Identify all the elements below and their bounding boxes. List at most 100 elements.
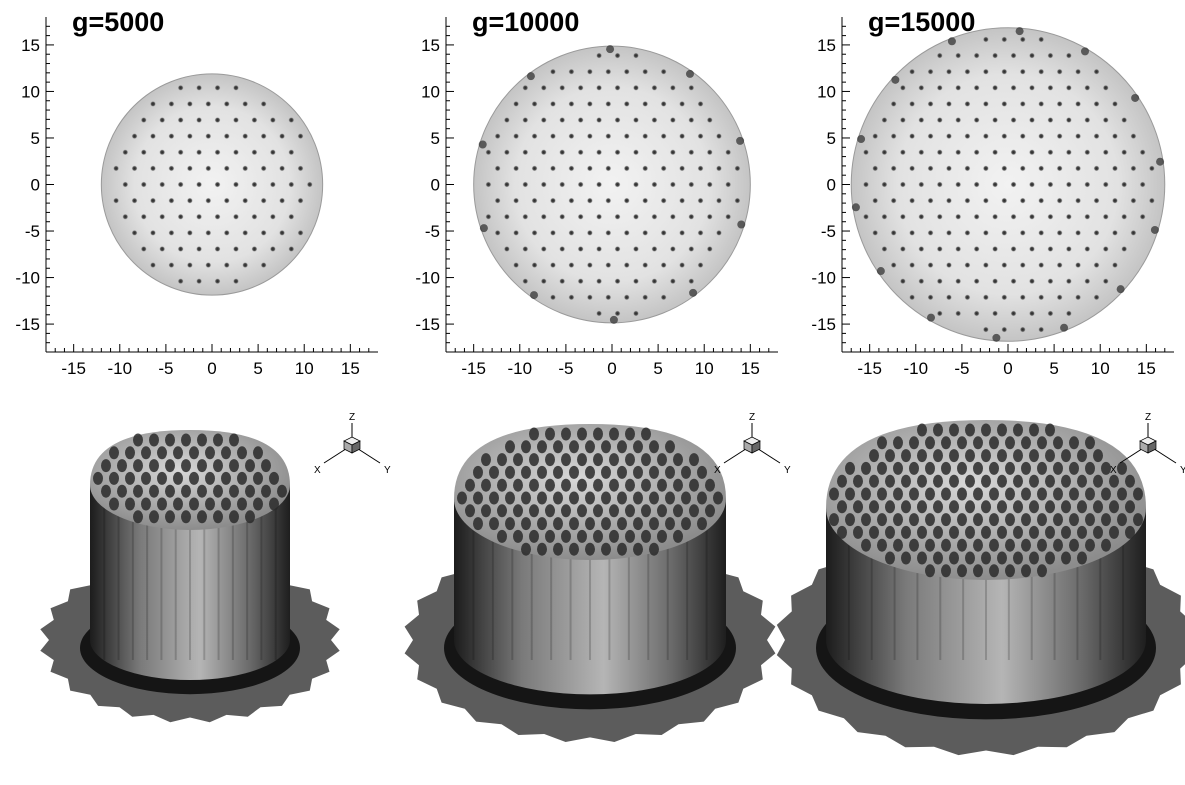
defect-dot (1121, 117, 1128, 124)
defect-dot (964, 294, 971, 301)
panel-2: g=10000 -15 -10 -5 0 5 10 15 15 10 5 0 -5 -10 -15 Z X Y (404, 7, 791, 742)
defect-dot (899, 245, 906, 252)
defect-dot (196, 84, 203, 91)
pit (141, 446, 151, 460)
pit (149, 510, 159, 524)
pit (617, 517, 627, 531)
pit (861, 487, 871, 501)
defect-dot (669, 213, 676, 220)
pit (1093, 500, 1103, 514)
defect-dot (1047, 213, 1054, 220)
defect-dot (1139, 181, 1146, 188)
pit (1085, 436, 1095, 450)
defect-dot (1093, 294, 1100, 301)
pit (941, 564, 951, 578)
defect-dot (899, 213, 906, 220)
pit (917, 474, 927, 488)
defect-dot (918, 149, 925, 156)
pit (1061, 474, 1071, 488)
defect-dot (503, 149, 510, 156)
pit (837, 500, 847, 514)
defect-dot (242, 229, 249, 236)
pit (197, 433, 207, 447)
defect-dot (1075, 229, 1082, 236)
pit (165, 484, 175, 498)
defect-dot (1121, 149, 1128, 156)
defect-dot (513, 197, 520, 204)
pit (633, 491, 643, 505)
pit (853, 474, 863, 488)
defect-dot (522, 278, 529, 285)
defect-dot (1121, 181, 1128, 188)
pit (165, 433, 175, 447)
defect-dot (909, 100, 916, 107)
defect-dot (605, 133, 612, 140)
pit (1125, 500, 1135, 514)
defect-dot (1001, 197, 1008, 204)
defect-dot (669, 245, 676, 252)
defect-dot (494, 165, 501, 172)
pit (465, 478, 475, 492)
pit (1037, 436, 1047, 450)
defect-dot (642, 229, 649, 236)
pit (845, 461, 855, 475)
pit (521, 517, 531, 531)
pit (885, 449, 895, 463)
defect-dot (540, 245, 547, 252)
defect-dot (223, 197, 230, 204)
pit (173, 446, 183, 460)
pit (625, 478, 635, 492)
defect-dot (623, 68, 630, 75)
x-tick-label: 0 (607, 359, 616, 378)
pit (197, 510, 207, 524)
defect-dot (1075, 165, 1082, 172)
pit (957, 564, 967, 578)
pit (537, 491, 547, 505)
pit (577, 504, 587, 518)
defect-dot (1084, 84, 1091, 91)
pit (229, 484, 239, 498)
defect-dot (1019, 133, 1026, 140)
defect-dot (1038, 165, 1045, 172)
pit (505, 491, 515, 505)
pit (625, 529, 635, 543)
pit (965, 551, 975, 565)
contour-plot-3: -15 -10 -5 0 5 10 15 15 10 5 0 -5 -10 -15 (811, 17, 1174, 378)
pit (569, 491, 579, 505)
pit (649, 517, 659, 531)
defect-dot (605, 294, 612, 301)
defect-dot (149, 197, 156, 204)
cap-pits (93, 433, 287, 524)
defect-dot (660, 68, 667, 75)
pit (577, 453, 587, 467)
pit (101, 484, 111, 498)
defect-dot (196, 149, 203, 156)
defect-dot (596, 181, 603, 188)
pit (1045, 449, 1055, 463)
defect-dot (715, 165, 722, 172)
defect-dot (1019, 165, 1026, 172)
defect-dot (149, 229, 156, 236)
pit (245, 459, 255, 473)
pit (1117, 461, 1127, 475)
defect-dot (596, 310, 603, 317)
defect-dot (973, 245, 980, 252)
defect-dot (936, 181, 943, 188)
defect-dot (223, 100, 230, 107)
y-tick-label: -5 (25, 222, 40, 241)
pit (141, 497, 151, 511)
defect-dot (881, 181, 888, 188)
defect-dot (1019, 100, 1026, 107)
pit (1125, 525, 1135, 539)
edge-defect (1131, 93, 1140, 102)
pit (689, 504, 699, 518)
defect-dot (568, 133, 575, 140)
defect-dot (945, 133, 952, 140)
defect-dot (1084, 245, 1091, 252)
defect-dot (1028, 245, 1035, 252)
pit (973, 564, 983, 578)
defect-dot (964, 197, 971, 204)
pit (1101, 513, 1111, 527)
defect-dot (899, 149, 906, 156)
defect-dot (927, 229, 934, 236)
